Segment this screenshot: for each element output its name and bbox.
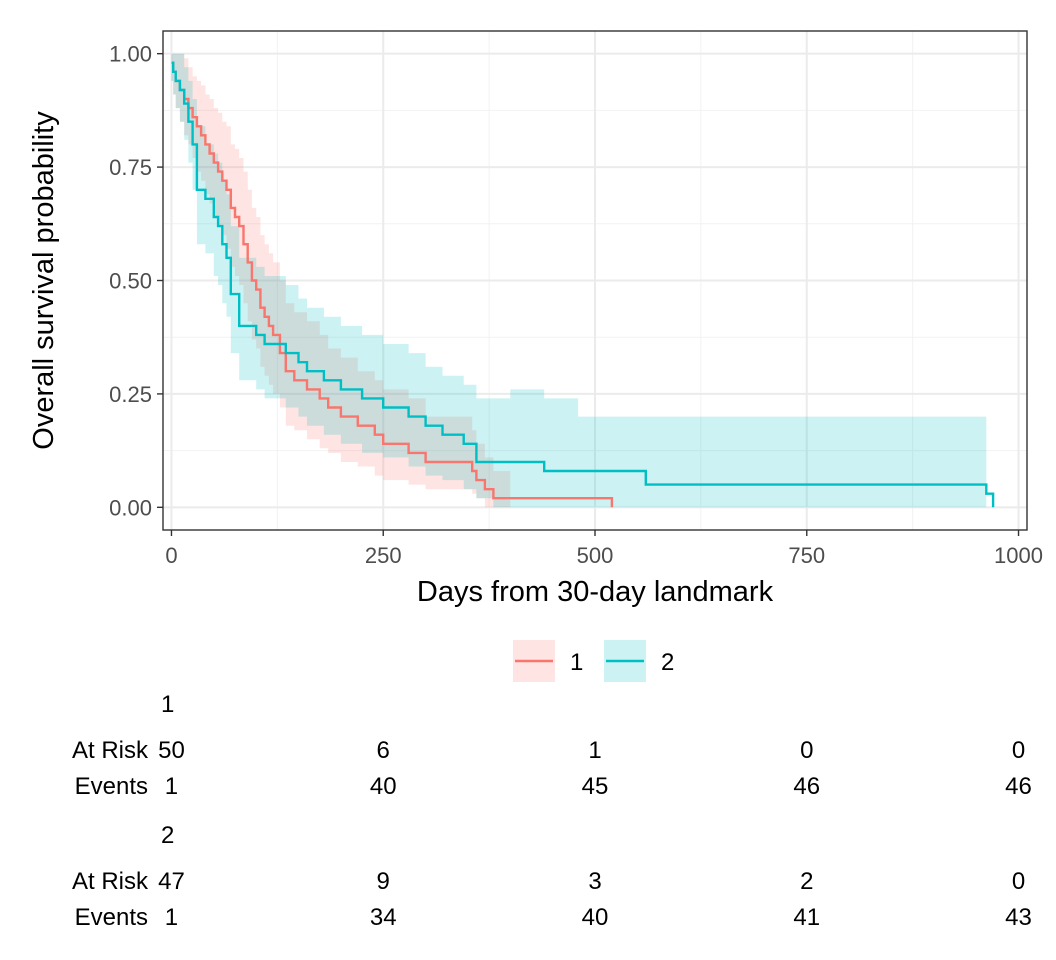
confidence-band-2 bbox=[171, 53, 994, 508]
legend-label-2: 2 bbox=[661, 649, 674, 676]
confidence-band-1 bbox=[171, 53, 612, 508]
risk-cell-at-risk: 9 bbox=[377, 868, 390, 895]
risk-cell-at-risk: 3 bbox=[588, 868, 601, 895]
risk-cell-events: 40 bbox=[582, 904, 609, 931]
survival-curve-1 bbox=[171, 61, 614, 508]
x-tick-label: 500 bbox=[577, 543, 614, 568]
risk-cell-events: 1 bbox=[165, 773, 178, 800]
risk-cell-at-risk: 2 bbox=[800, 868, 813, 895]
risk-cell-events: 46 bbox=[1005, 773, 1032, 800]
risk-cell-events: 40 bbox=[370, 773, 397, 800]
risk-cell-events: 43 bbox=[1005, 904, 1032, 931]
risk-cell-at-risk: 47 bbox=[158, 868, 185, 895]
y-axis-title: Overall survival probability bbox=[28, 111, 60, 450]
risk-row-label-events: Events bbox=[75, 773, 148, 800]
survival-curve-2 bbox=[171, 61, 995, 508]
risk-cell-events: 41 bbox=[793, 904, 820, 931]
risk-group-title-2: 2 bbox=[161, 822, 174, 849]
y-tick-label: 0.50 bbox=[109, 269, 152, 294]
y-tick-label: 0.00 bbox=[109, 495, 152, 520]
risk-cell-at-risk: 0 bbox=[1012, 737, 1025, 764]
confidence-bands bbox=[171, 53, 994, 508]
y-tick-label: 0.75 bbox=[109, 155, 152, 180]
risk-cell-at-risk: 0 bbox=[800, 737, 813, 764]
y-axis-ticks: 0.00 0.25 0.50 0.75 1.00 bbox=[109, 42, 163, 520]
risk-cell-events: 34 bbox=[370, 904, 397, 931]
x-tick-label: 1000 bbox=[994, 543, 1043, 568]
risk-cell-events: 46 bbox=[793, 773, 820, 800]
y-tick-label: 1.00 bbox=[109, 42, 152, 67]
survival-curves bbox=[171, 61, 995, 508]
risk-row-label-events: Events bbox=[75, 904, 148, 931]
risk-group-title-1: 1 bbox=[161, 691, 174, 718]
risk-cell-at-risk: 6 bbox=[377, 737, 390, 764]
risk-cell-events: 1 bbox=[165, 904, 178, 931]
x-axis-title: Days from 30-day landmark bbox=[417, 576, 774, 608]
grid-major bbox=[163, 31, 1027, 530]
x-axis-ticks: 0 250 500 750 1000 bbox=[165, 530, 1043, 568]
risk-cell-at-risk: 0 bbox=[1012, 868, 1025, 895]
legend-label-1: 1 bbox=[570, 649, 583, 676]
risk-cell-events: 45 bbox=[582, 773, 609, 800]
risk-row-label-at-risk: At Risk bbox=[72, 737, 149, 764]
risk-cell-at-risk: 1 bbox=[588, 737, 601, 764]
x-tick-label: 750 bbox=[788, 543, 825, 568]
risk-table: 1 At Risk 50 6 1 0 0 Events 1 40 45 46 46 2 At Risk 47 9… bbox=[72, 691, 1032, 931]
risk-cell-at-risk: 50 bbox=[158, 737, 185, 764]
x-tick-label: 250 bbox=[365, 543, 402, 568]
risk-row-label-at-risk: At Risk bbox=[72, 868, 149, 895]
x-tick-label: 0 bbox=[165, 543, 177, 568]
y-tick-label: 0.25 bbox=[109, 382, 152, 407]
